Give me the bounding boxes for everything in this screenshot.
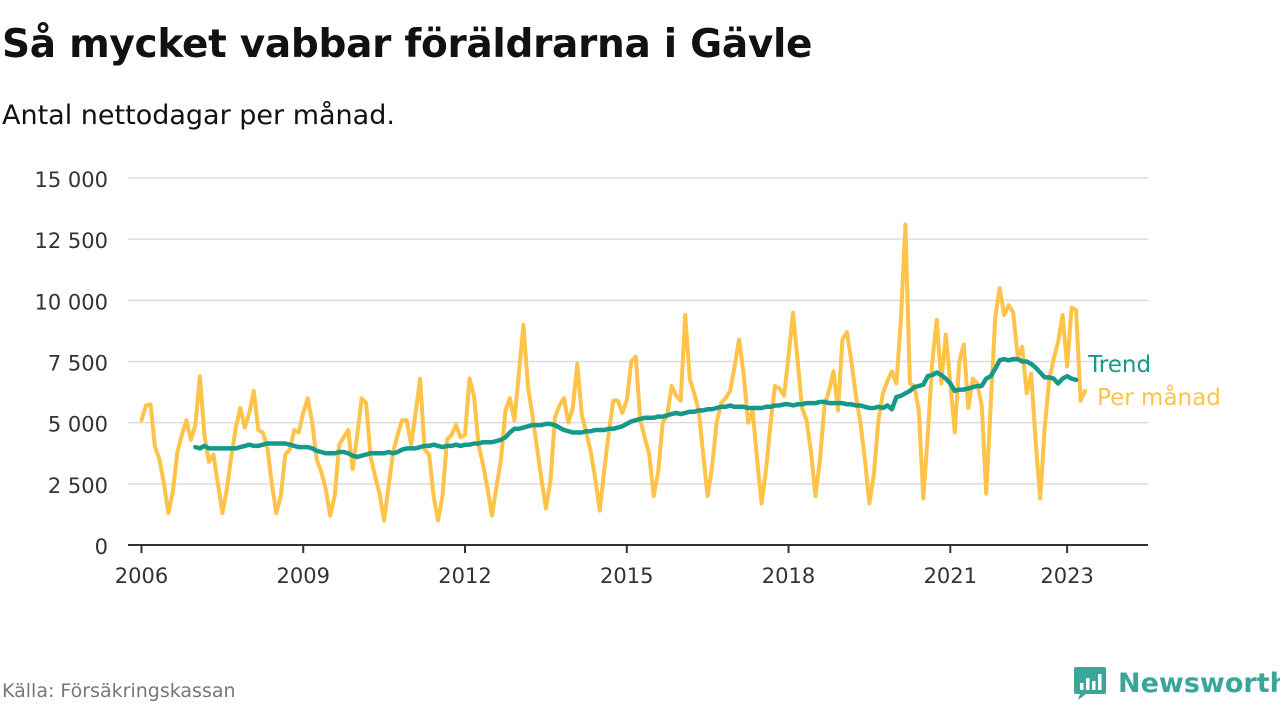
chart-title: Så mycket vabbar föräldrarna i Gävle bbox=[2, 22, 813, 67]
x-tick-label: 2015 bbox=[600, 564, 653, 588]
x-tick-label: 2023 bbox=[1040, 564, 1093, 588]
series-line-trend bbox=[193, 356, 1079, 460]
chart-subtitle: Antal nettodagar per månad. bbox=[2, 100, 395, 131]
x-tick-label: 2009 bbox=[277, 564, 330, 588]
per-manad-label: Per månad bbox=[1097, 383, 1221, 411]
newsworthy-logo-icon bbox=[1074, 667, 1106, 700]
y-tick-label: 5 000 bbox=[48, 413, 108, 437]
series-line-per-manad bbox=[139, 222, 1088, 523]
axes: 0 2 500 5 000 7 500 10 000 12 500 15 000 2006 20… bbox=[35, 168, 1148, 588]
y-tick-label: 2 500 bbox=[48, 474, 108, 498]
x-tick-label: 2021 bbox=[924, 564, 977, 588]
series-end-labels: Trend Per månad bbox=[1087, 352, 1221, 411]
x-tick-label: 2006 bbox=[115, 564, 168, 588]
y-tick-label: 0 bbox=[95, 535, 108, 559]
series-lines bbox=[139, 222, 1088, 523]
x-tick-label: 2018 bbox=[762, 564, 815, 588]
trend-label: Trend bbox=[1087, 352, 1151, 378]
y-tick-label: 12 500 bbox=[35, 229, 108, 253]
y-tick-label: 7 500 bbox=[48, 352, 108, 376]
y-tick-label: 10 000 bbox=[35, 290, 108, 314]
y-tick-label: 15 000 bbox=[35, 168, 108, 192]
source-note: Källa: Försäkringskassan bbox=[2, 680, 236, 702]
brand-logo: Newsworthy bbox=[1072, 664, 1280, 702]
brand-name: Newsworthy bbox=[1118, 667, 1280, 699]
x-tick-label: 2012 bbox=[438, 564, 491, 588]
